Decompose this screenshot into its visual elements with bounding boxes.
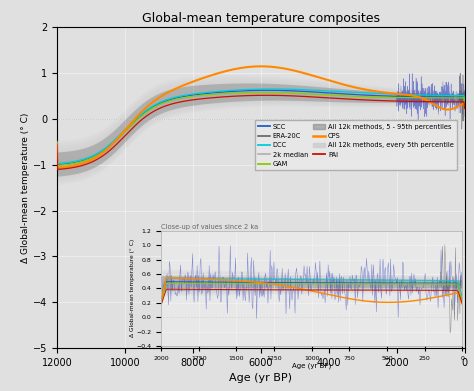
GAM (110, 141, 116, 146)
CPS (462, 107, 467, 111)
DCC (400, 92, 405, 97)
SCC (99, 150, 105, 154)
Line: CPS: CPS (57, 66, 465, 168)
SCC (110, 141, 116, 145)
Line: DCC: DCC (57, 89, 465, 163)
PAI (65, 166, 71, 171)
GAM (99, 150, 105, 155)
CPS (110, 141, 116, 146)
CPS (258, 64, 264, 69)
CPS (99, 151, 105, 156)
GAM (65, 162, 71, 167)
PAI (263, 93, 269, 98)
CPS (400, 92, 405, 97)
DCC (55, 161, 60, 166)
Title: Global-mean temperature composites: Global-mean temperature composites (142, 12, 380, 25)
PAI (462, 106, 467, 111)
SCC (54, 140, 60, 144)
Line: PAI: PAI (57, 95, 465, 169)
Line: GAM: GAM (57, 92, 465, 165)
CPS (54, 141, 60, 146)
PAI (400, 99, 405, 104)
SCC (86, 156, 91, 161)
SCC (65, 161, 71, 166)
GAM (86, 157, 91, 161)
Y-axis label: Δ Global-mean temperature (° C): Δ Global-mean temperature (° C) (21, 113, 30, 263)
Y-axis label: Δ Global-mean temperature (° C): Δ Global-mean temperature (° C) (130, 239, 135, 337)
CPS (86, 159, 91, 163)
DCC (86, 155, 91, 160)
GAM (55, 163, 60, 168)
SCC (462, 103, 467, 108)
PAI (239, 93, 245, 98)
CPS (239, 65, 245, 70)
PAI (55, 167, 60, 172)
PAI (110, 145, 116, 150)
X-axis label: Age (yr BP): Age (yr BP) (229, 373, 292, 383)
GAM (462, 104, 467, 108)
DCC (54, 139, 60, 143)
Legend: SCC, ERA-20C, DCC, 2k median, GAM, All 12k methods, 5 - 95th percentiles, CPS, A: SCC, ERA-20C, DCC, 2k median, GAM, All 1… (255, 120, 457, 170)
PAI (99, 154, 105, 159)
DCC (110, 139, 116, 144)
SCC (264, 88, 270, 93)
GAM (400, 95, 405, 100)
DCC (239, 88, 245, 92)
GAM (239, 90, 245, 95)
CPS (65, 164, 71, 169)
DCC (65, 160, 71, 165)
GAM (259, 90, 264, 95)
DCC (462, 102, 467, 107)
CPS (55, 165, 60, 170)
PAI (86, 161, 91, 166)
SCC (55, 163, 60, 167)
DCC (271, 87, 276, 91)
DCC (99, 148, 105, 153)
PAI (54, 142, 60, 147)
Line: SCC: SCC (57, 90, 465, 165)
SCC (400, 94, 405, 99)
Text: Close-up of values since 2 ka: Close-up of values since 2 ka (161, 224, 258, 230)
X-axis label: Age (yr BP): Age (yr BP) (292, 362, 331, 369)
GAM (54, 140, 60, 145)
SCC (239, 88, 245, 93)
